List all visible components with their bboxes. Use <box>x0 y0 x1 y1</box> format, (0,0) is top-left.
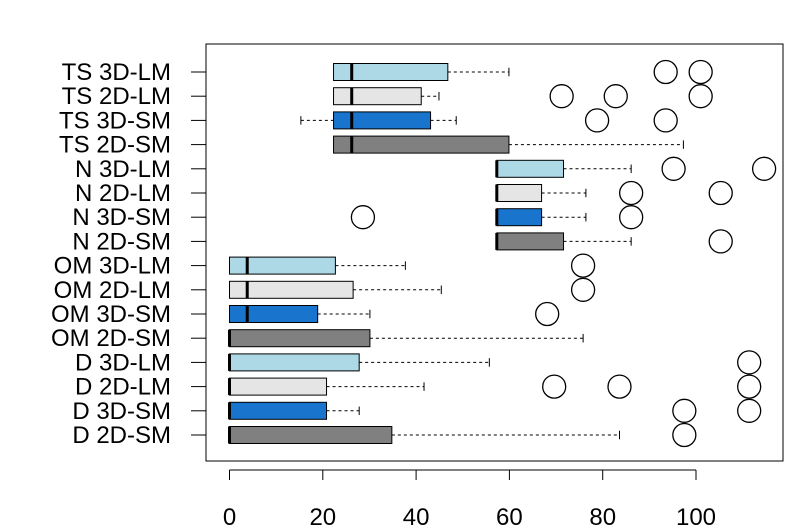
y-tick-label: TS 2D-SM <box>59 132 171 159</box>
y-tick-label: D 3D-LM <box>75 349 171 376</box>
iqr-box <box>229 377 328 396</box>
iqr-box <box>229 256 336 275</box>
box-om-2d-sm <box>228 329 584 348</box>
y-tick-label: N 3D-SM <box>72 204 171 231</box>
iqr-box <box>229 305 319 323</box>
y-tick-label: D 2D-LM <box>75 374 171 401</box>
outlier-point <box>688 84 713 109</box>
outlier-point <box>653 59 678 85</box>
outlier-point <box>751 156 777 181</box>
outlier-point <box>737 398 762 423</box>
box-d-2d-sm <box>228 422 697 448</box>
box-om-3d-lm <box>229 253 596 278</box>
box-d-3d-lm <box>228 350 762 375</box>
box-n-2d-lm <box>495 180 733 206</box>
iqr-box <box>496 208 543 227</box>
outlier-point <box>584 108 610 133</box>
outlier-point <box>688 59 713 85</box>
y-tick-label: TS 3D-LM <box>62 59 171 86</box>
outlier-point <box>661 156 686 181</box>
y-tick-label: OM 3D-LM <box>54 253 171 280</box>
outlier-point <box>737 374 762 399</box>
x-tick-label: 20 <box>309 504 336 530</box>
box-om-3d-sm <box>229 301 560 327</box>
y-tick-label: N 2D-SM <box>72 228 171 255</box>
iqr-box <box>229 329 371 348</box>
y-tick-label: TS 2D-LM <box>62 83 171 110</box>
iqr-box <box>496 159 565 178</box>
y-tick-label: TS 3D-SM <box>59 107 171 134</box>
iqr-box <box>229 426 393 444</box>
outlier-point <box>619 180 644 206</box>
iqr-box <box>496 184 543 202</box>
y-tick-label: OM 2D-LM <box>54 277 171 304</box>
box-ts-3d-lm <box>333 59 713 85</box>
x-tick-label: 60 <box>496 504 523 530</box>
outlier-point <box>737 350 762 375</box>
x-tick-label: 0 <box>223 504 236 530</box>
outlier-point <box>653 108 678 133</box>
outlier-point <box>672 422 697 448</box>
y-tick-label: OM 2D-SM <box>51 325 171 352</box>
box-series <box>228 59 777 448</box>
iqr-box <box>229 401 328 420</box>
x-tick-label: 80 <box>589 504 616 530</box>
box-om-2d-lm <box>229 277 596 302</box>
outlier-point <box>350 205 376 230</box>
outlier-point <box>549 84 574 109</box>
box-d-3d-sm <box>228 398 762 423</box>
box-n-2d-sm <box>495 229 733 254</box>
outlier-point <box>570 277 596 302</box>
outlier-point <box>570 253 596 278</box>
y-tick-label: N 3D-LM <box>75 156 171 183</box>
y-tick-label: D 3D-SM <box>72 398 171 425</box>
box-n-3d-sm <box>350 205 644 230</box>
iqr-box <box>496 232 565 251</box>
x-axis: 0 20 40 60 80 100 <box>223 469 716 530</box>
iqr-box <box>229 353 360 372</box>
iqr-box <box>229 280 354 299</box>
box-ts-2d-sm <box>333 135 684 154</box>
iqr-box <box>333 63 449 81</box>
x-tick-label: 100 <box>676 504 716 530</box>
y-tick-label: OM 3D-SM <box>51 301 171 328</box>
outlier-point <box>535 301 560 327</box>
box-ts-3d-sm <box>300 108 678 133</box>
outlier-point <box>672 398 697 423</box>
outlier-point <box>607 374 632 399</box>
box-n-3d-lm <box>495 156 777 181</box>
outlier-point <box>708 229 733 254</box>
outlier-point <box>542 374 567 399</box>
iqr-box <box>333 135 510 154</box>
outlier-point <box>708 180 733 206</box>
outlier-point <box>603 84 628 109</box>
box-d-2d-lm <box>228 374 762 399</box>
y-tick-label: D 2D-SM <box>72 422 171 449</box>
outlier-point <box>619 205 644 230</box>
x-tick-label: 40 <box>403 504 430 530</box>
box-ts-2d-lm <box>333 84 713 109</box>
y-tick-label: N 2D-LM <box>75 180 171 207</box>
iqr-box <box>333 111 432 130</box>
iqr-box <box>333 87 422 106</box>
